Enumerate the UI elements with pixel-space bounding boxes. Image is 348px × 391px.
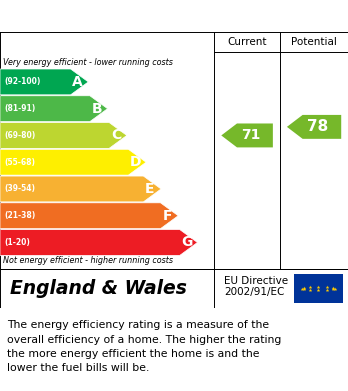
Polygon shape: [0, 96, 108, 122]
Text: (81-91): (81-91): [4, 104, 35, 113]
Text: (1-20): (1-20): [4, 238, 30, 247]
Text: (69-80): (69-80): [4, 131, 35, 140]
Text: Current: Current: [227, 37, 267, 47]
Polygon shape: [287, 115, 341, 139]
Polygon shape: [0, 203, 178, 229]
Text: (92-100): (92-100): [4, 77, 41, 86]
Text: B: B: [92, 102, 102, 116]
Text: 78: 78: [307, 119, 328, 135]
Text: A: A: [72, 75, 83, 89]
Text: Potential: Potential: [291, 37, 337, 47]
Polygon shape: [221, 124, 273, 147]
Polygon shape: [0, 69, 88, 95]
Text: G: G: [182, 235, 193, 249]
Polygon shape: [0, 149, 146, 175]
Text: Energy Efficiency Rating: Energy Efficiency Rating: [9, 9, 230, 23]
Text: England & Wales: England & Wales: [10, 279, 187, 298]
Text: C: C: [111, 128, 121, 142]
Text: 71: 71: [242, 128, 261, 142]
Polygon shape: [0, 230, 197, 255]
Text: (39-54): (39-54): [4, 185, 35, 194]
Text: EU Directive
2002/91/EC: EU Directive 2002/91/EC: [224, 276, 288, 298]
Text: F: F: [162, 209, 172, 223]
Text: Very energy efficient - lower running costs: Very energy efficient - lower running co…: [3, 58, 173, 67]
FancyBboxPatch shape: [294, 274, 343, 303]
Text: E: E: [145, 182, 155, 196]
Polygon shape: [0, 176, 161, 202]
Text: Not energy efficient - higher running costs: Not energy efficient - higher running co…: [3, 256, 174, 265]
Text: D: D: [130, 155, 142, 169]
Polygon shape: [0, 122, 127, 148]
Text: The energy efficiency rating is a measure of the
overall efficiency of a home. T: The energy efficiency rating is a measur…: [7, 320, 281, 373]
Text: (21-38): (21-38): [4, 211, 35, 220]
Text: (55-68): (55-68): [4, 158, 35, 167]
